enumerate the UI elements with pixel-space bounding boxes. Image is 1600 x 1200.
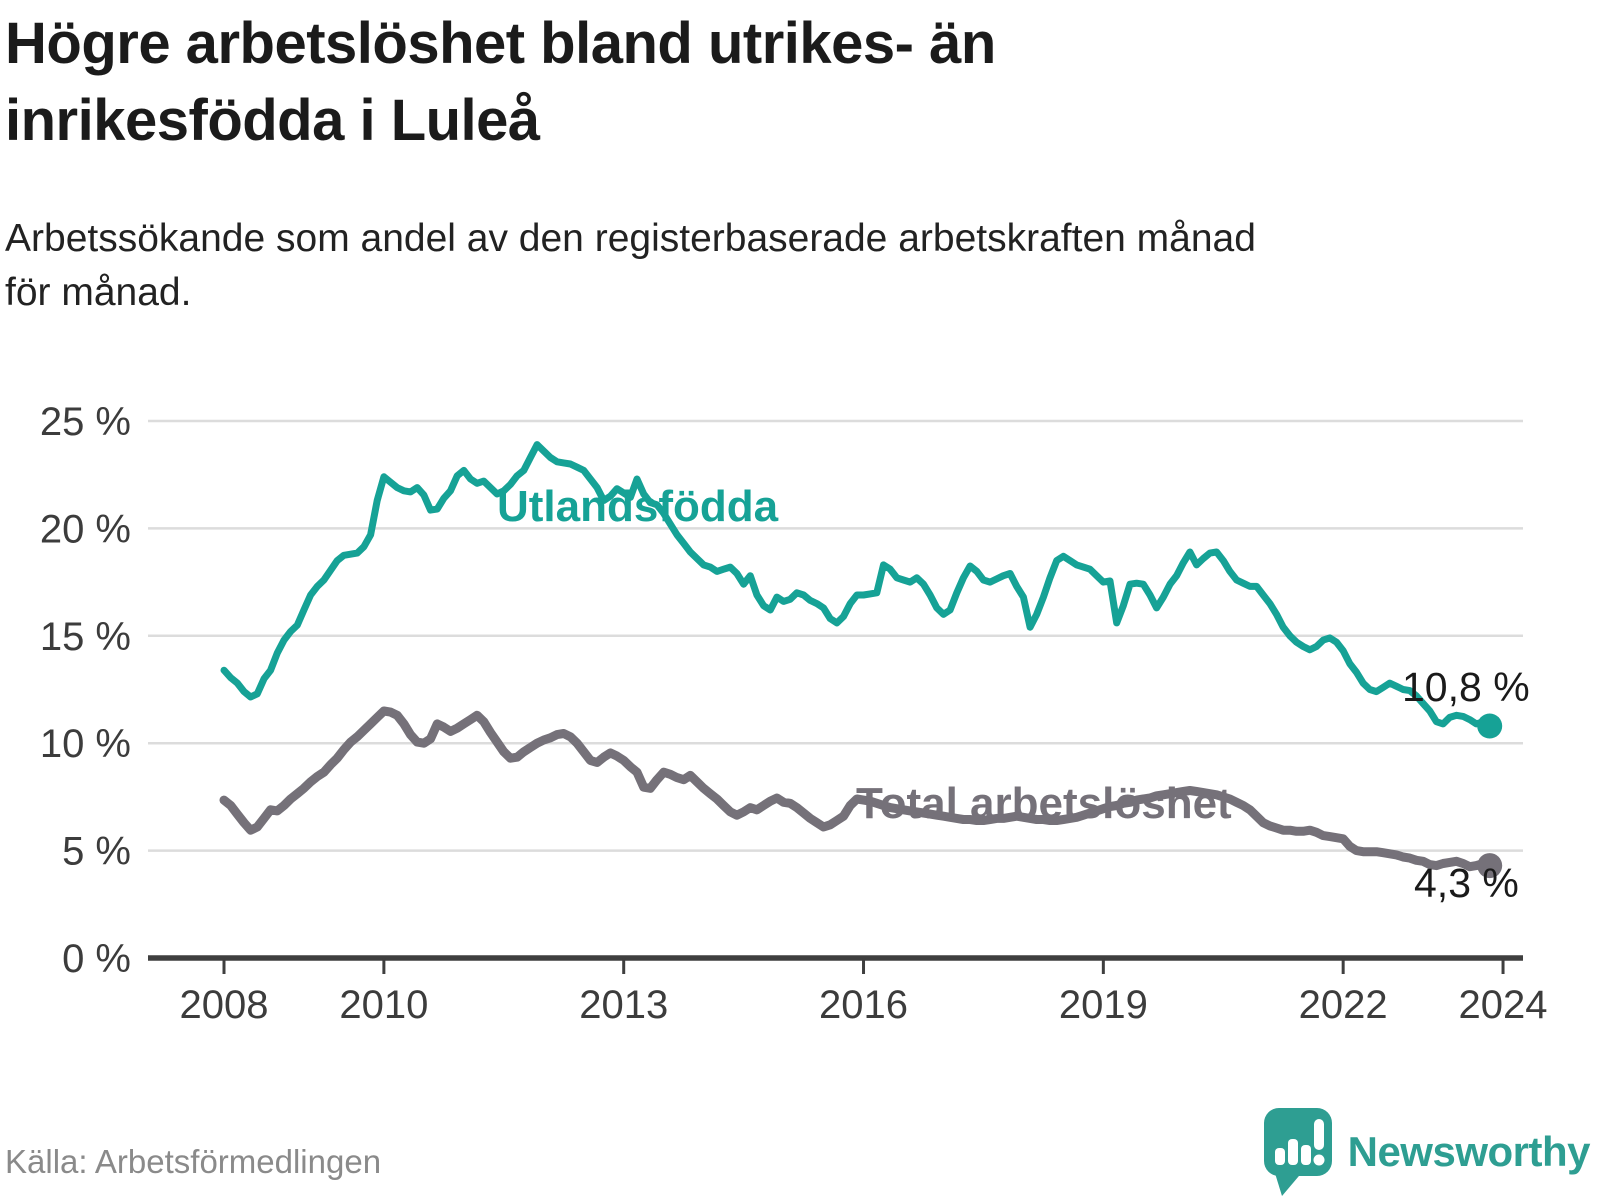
series-line-utlandsfodda [220,441,1494,730]
x-tick-label: 2022 [1299,983,1388,1027]
chart-title-line1: Högre arbetslöshet bland utrikes- än [5,11,996,76]
series-end-dot-utlandsfodda [1477,713,1503,739]
y-tick-label: 0 % [62,937,131,981]
chart-subtitle-line2: för månad. [5,270,192,314]
y-tick-label: 25 % [40,400,131,444]
series-label-utlandsfodda: Utlandsfödda [497,482,779,531]
series-lines [219,441,1503,879]
y-tick-label: 20 % [40,507,131,551]
newsworthy-wordmark: Newsworthy [1347,1128,1591,1175]
gridlines [148,419,1523,852]
end-value-label-total: 4,3 % [1414,860,1519,906]
chart-title: Högre arbetslöshet bland utrikes- än inr… [5,6,996,159]
x-axis-labels: 2008 2010 2013 2016 2019 2022 2024 [180,983,1548,1027]
source-note: Källa: Arbetsförmedlingen [5,1143,382,1180]
x-tick-label: 2008 [180,983,269,1027]
newsworthy-brand: Newsworthy [1262,1106,1591,1198]
x-tick-label: 2013 [579,983,668,1027]
x-tick-label: 2010 [339,983,428,1027]
x-tick-label: 2024 [1459,983,1548,1027]
y-tick-label: 10 % [40,722,131,766]
newsworthy-logo-icon [1263,1108,1332,1196]
chart-subtitle-line1: Arbetssökande som andel av den registerb… [5,217,1256,260]
series-end-dot-total [1477,853,1503,879]
y-tick-label: 15 % [40,615,131,659]
end-value-label-utlandsfodda: 10,8 % [1402,664,1530,710]
x-tick-label: 2016 [819,983,908,1027]
y-axis-labels: 0 % 5 % 10 % 15 % 20 % 25 % [40,400,131,981]
series-label-total-arbetsloshet: Total arbetslöshet [856,779,1232,828]
chart-title-line2: inrikesfödda i Luleå [5,87,540,153]
x-tick-label: 2019 [1059,983,1148,1027]
chart-subtitle: Arbetssökande som andel av den registerb… [5,212,1256,320]
y-tick-label: 5 % [62,830,131,874]
series-line-total [219,706,1495,872]
x-axis-ticks [222,958,1505,974]
